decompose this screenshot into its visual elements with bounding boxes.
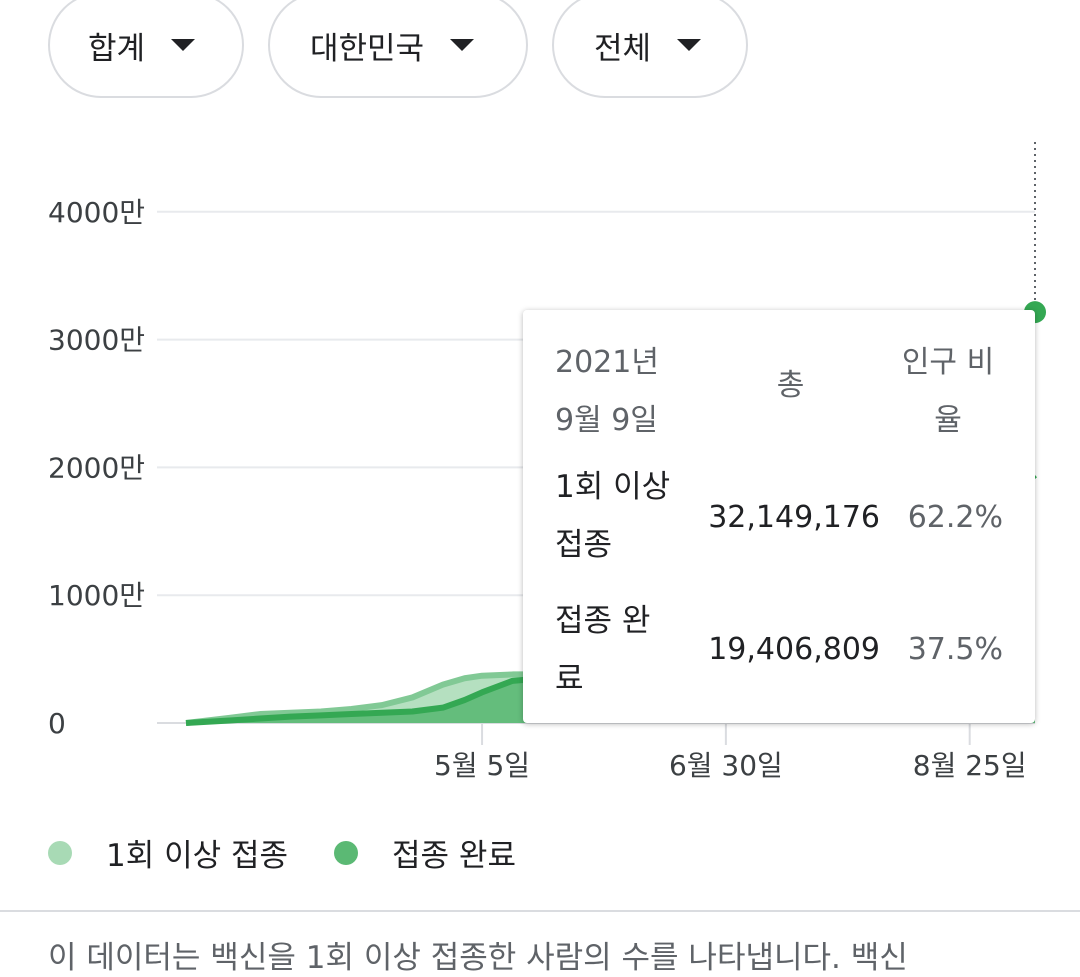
x-tick-label: 8월 25일: [913, 749, 1027, 782]
tooltip-row-total: 19,406,809: [708, 632, 880, 667]
tooltip-row-ratio: 62.2%: [907, 500, 1003, 535]
y-tick-label: 3000만: [48, 324, 145, 357]
legend-item-first-dose[interactable]: 1회 이상 접종: [48, 830, 288, 875]
dropdown-caret-icon: [450, 39, 475, 51]
x-tick-label: 6월 30일: [669, 749, 783, 782]
filter-chip-aggregate[interactable]: 합계: [48, 0, 244, 98]
tooltip-date-year: 2021년: [555, 345, 659, 380]
tooltip-header-ratio: 인구 비 율: [883, 334, 1013, 450]
tooltip-row-label-line: 접종 완: [555, 603, 651, 639]
tooltip-row-label-line: 료: [555, 661, 584, 697]
tooltip-row-label-line: 접종: [555, 527, 613, 563]
dropdown-caret-icon: [677, 39, 702, 51]
y-tick-label: 0: [48, 707, 66, 740]
dropdown-caret-icon: [171, 39, 196, 51]
legend-item-fully-vaccinated[interactable]: 접종 완료: [334, 830, 516, 875]
filter-chip-label: 대한민국: [310, 30, 425, 67]
legend-label: 접종 완료: [392, 838, 516, 874]
chart-legend: 1회 이상 접종 접종 완료: [48, 830, 562, 875]
tooltip-header-total: 총: [776, 368, 805, 403]
tooltip-row-label-line: 1회 이상: [555, 469, 671, 505]
y-tick-label: 1000만: [48, 579, 145, 612]
legend-swatch: [48, 840, 72, 865]
chart-tooltip: 2021년 9월 9일 총 인구 비 율 1회 이상 접종 32,149,176…: [523, 310, 1035, 723]
tooltip-date-day: 9월 9일: [555, 403, 658, 438]
tooltip-row-ratio: 37.5%: [907, 632, 1003, 667]
tooltip-row-label: 접종 완 료: [555, 592, 695, 708]
section-divider: [0, 910, 1080, 912]
filter-chip-label: 합계: [88, 30, 146, 67]
legend-swatch: [334, 840, 359, 865]
tooltip-row-total: 32,149,176: [708, 500, 880, 535]
filter-chip-group[interactable]: 전체: [552, 0, 748, 98]
legend-label: 1회 이상 접종: [106, 838, 289, 874]
y-tick-label: 4000만: [48, 196, 145, 229]
filter-chip-label: 전체: [594, 30, 652, 67]
filter-chip-region[interactable]: 대한민국: [268, 0, 528, 98]
y-tick-label: 2000만: [48, 451, 145, 484]
data-footnote: 이 데이터는 백신을 1회 이상 접종한 사람의 수를 나타냅니다. 백신: [48, 940, 908, 976]
x-tick-label: 5월 5일: [434, 749, 530, 782]
tooltip-date: 2021년 9월 9일: [555, 334, 685, 450]
tooltip-row-label: 1회 이상 접종: [555, 458, 695, 574]
tooltip-header-ratio-line2: 율: [934, 403, 962, 438]
tooltip-header-ratio-line1: 인구 비: [901, 345, 995, 380]
